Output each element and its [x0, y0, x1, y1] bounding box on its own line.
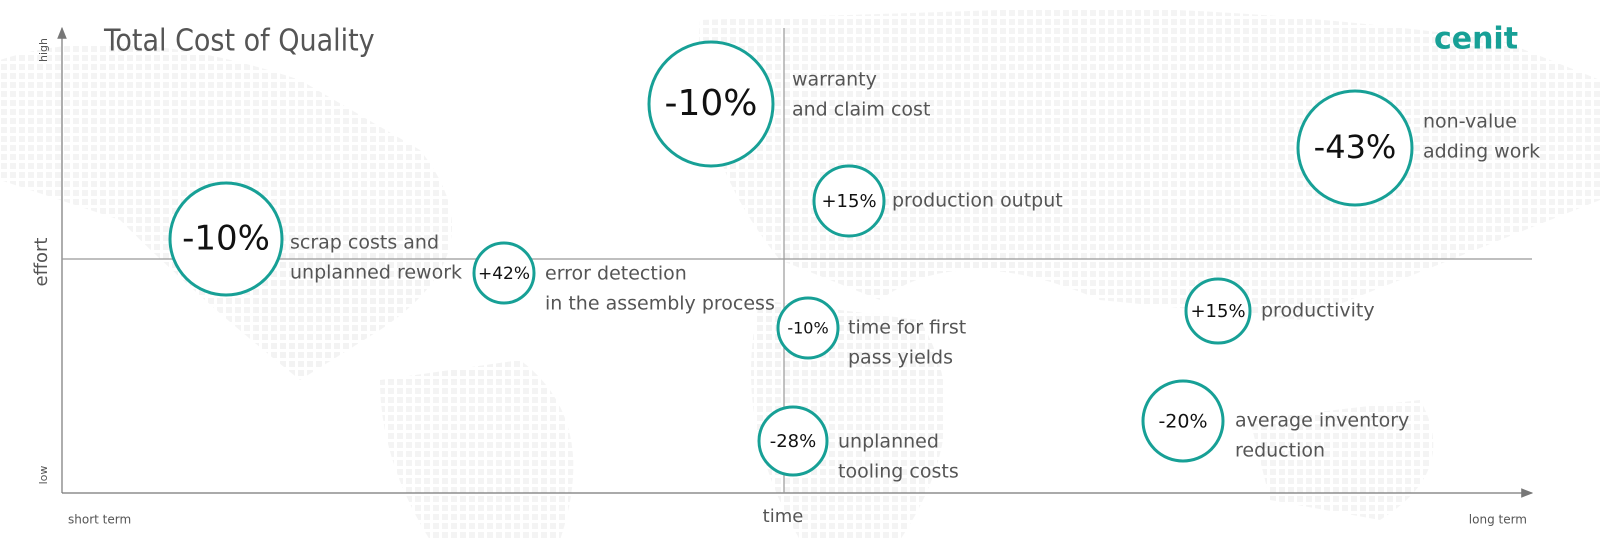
bubble: [812, 164, 886, 238]
bubble-value: +15%: [1190, 301, 1245, 322]
bubble-value: -10%: [787, 319, 828, 338]
bubble-value: -10%: [664, 83, 757, 124]
bubble-label: non-value: [1423, 111, 1517, 133]
bubble: [1141, 379, 1225, 463]
bubble-label: productivity: [1261, 300, 1375, 322]
bubble-label: error detection: [545, 263, 687, 285]
background-map: [0, 8, 1600, 540]
bubble: [472, 241, 536, 305]
y-axis-label: effort: [31, 238, 52, 287]
bubble-value: -43%: [1314, 128, 1397, 166]
bubble-label: time for first: [848, 317, 966, 339]
bubble: [757, 405, 829, 477]
bubble-label: in the assembly process: [545, 293, 775, 315]
title: Total Cost of Quality: [103, 24, 375, 59]
bubble-label: unplanned rework: [290, 262, 462, 284]
bubble-label: production output: [892, 190, 1063, 212]
bubble-value: +15%: [821, 191, 876, 212]
bubble: [1184, 277, 1252, 345]
bubble-value: -20%: [1158, 411, 1207, 433]
bubble-label: warranty: [792, 69, 877, 91]
y-low-label: low: [37, 466, 50, 485]
bubble: [168, 181, 284, 297]
axes: [57, 26, 1534, 498]
bubble: [647, 40, 775, 168]
bubble-label: average inventory: [1235, 410, 1409, 432]
x-axis-label: time: [763, 506, 804, 527]
bubble-label: scrap costs and: [290, 232, 439, 254]
bubble-value: -10%: [182, 219, 270, 259]
bubble-label: unplanned: [838, 431, 939, 453]
bubble: [776, 296, 840, 360]
bubble-label: pass yields: [848, 347, 953, 369]
y-high-label: high: [37, 38, 50, 62]
bubble-label: reduction: [1235, 440, 1325, 462]
logo: cenit: [1434, 22, 1518, 57]
bubble-value: -28%: [770, 431, 817, 452]
bubble: [1296, 89, 1414, 207]
bubble-value: +42%: [478, 264, 530, 284]
bubble-label: tooling costs: [838, 461, 959, 483]
bubble-label: and claim cost: [792, 99, 930, 121]
bubble-label: adding work: [1423, 141, 1540, 163]
x-end-label: long term: [1469, 513, 1527, 527]
x-start-label: short term: [68, 513, 131, 527]
